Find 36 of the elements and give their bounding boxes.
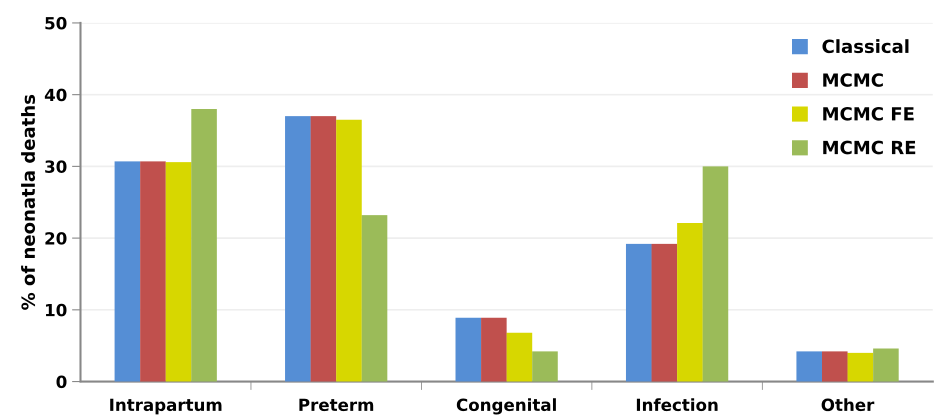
legend-label: MCMC [823,73,883,87]
bar [652,244,678,382]
bar [506,332,532,382]
bar [702,166,728,382]
bar [166,162,192,382]
bar [848,352,874,382]
bar [677,223,703,382]
bar [796,351,822,382]
bar [822,351,848,382]
bar [140,161,166,382]
bar [456,318,482,382]
bar [362,215,388,382]
x-tick-label: Preterm [299,398,374,412]
legend-label: MCMC FE [823,106,914,121]
bar [191,109,217,382]
x-tick-label: Intrapartum [110,398,222,414]
y-tick-label: 40 [44,88,67,102]
bar [873,348,899,382]
y-tick-label: 0 [56,376,67,388]
bar [626,244,652,382]
y-axis-title: % of neonatla deaths [21,94,36,310]
y-tick-label: 10 [46,304,67,316]
legend-label: Classical [822,39,908,54]
bar [336,120,362,382]
bar [481,318,507,382]
x-tick-label: Congenital [456,398,556,414]
x-tick-label: Other [822,398,874,412]
legend-label: MCMC RE [823,140,916,154]
bar [114,161,140,382]
bar [285,116,311,382]
y-tick-label: 20 [45,232,67,245]
x-tick-label: Infection [636,398,718,412]
bar [310,116,336,382]
bar [532,351,558,382]
y-tick-label: 50 [45,16,67,30]
y-tick-label: 30 [45,160,67,173]
